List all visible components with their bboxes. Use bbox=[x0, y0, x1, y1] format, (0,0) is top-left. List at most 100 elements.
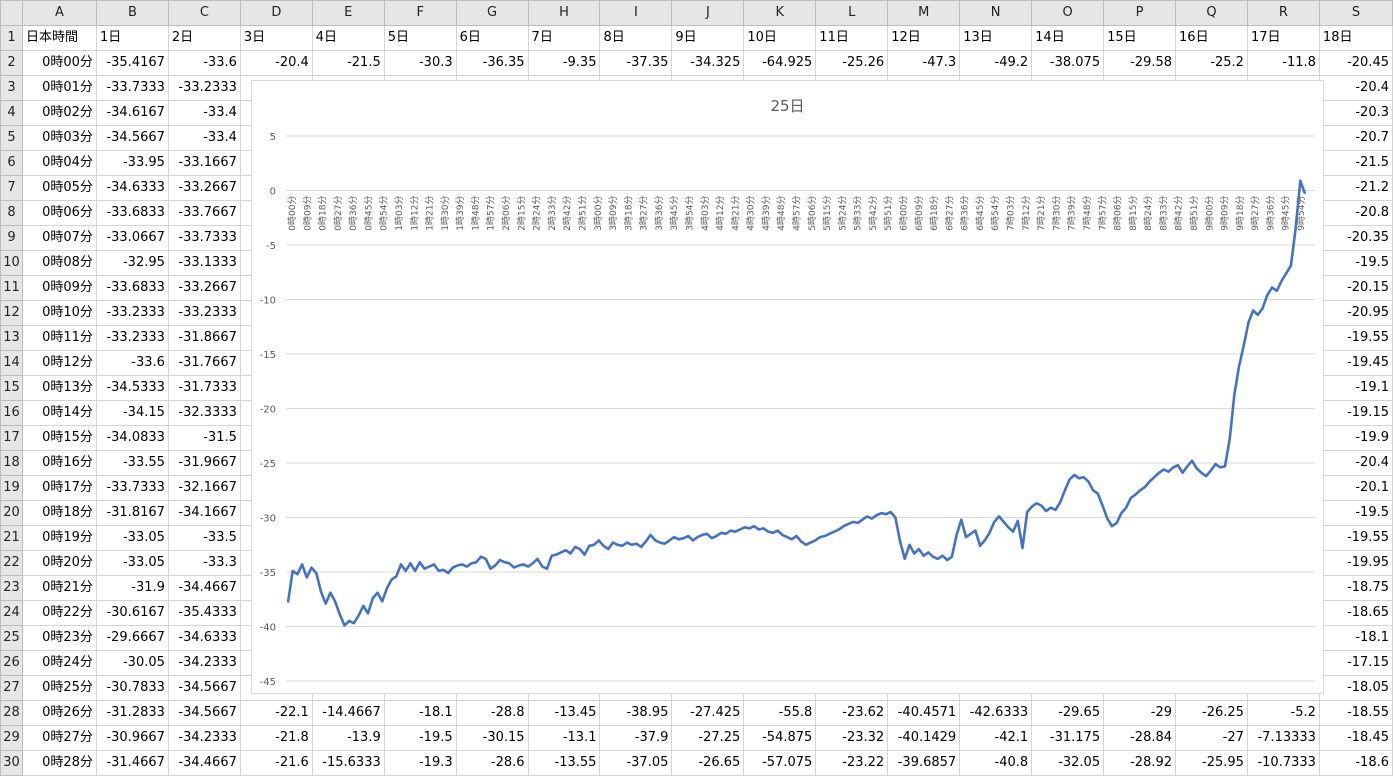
value-cell[interactable]: -49.2 bbox=[959, 50, 1033, 76]
value-cell[interactable]: -34.6167 bbox=[95, 100, 169, 126]
value-cell[interactable]: -23.32 bbox=[815, 725, 889, 751]
column-header-e[interactable]: E bbox=[311, 0, 385, 26]
value-cell[interactable]: -30.15 bbox=[455, 725, 529, 751]
value-cell[interactable]: -13.55 bbox=[527, 750, 601, 776]
value-cell[interactable]: -34.325 bbox=[671, 50, 745, 76]
value-cell[interactable]: -54.875 bbox=[743, 725, 817, 751]
value-cell[interactable]: -18.1 bbox=[1318, 625, 1393, 651]
value-cell[interactable]: -34.2333 bbox=[167, 650, 241, 676]
value-cell[interactable]: -36.35 bbox=[455, 50, 529, 76]
value-cell[interactable]: -33.1667 bbox=[167, 150, 241, 176]
row-header[interactable]: 16 bbox=[0, 400, 23, 426]
value-cell[interactable]: -21.8 bbox=[239, 725, 313, 751]
header-cell[interactable]: 7日 bbox=[527, 25, 601, 51]
value-cell[interactable]: -33.05 bbox=[95, 525, 169, 551]
value-cell[interactable]: -27.25 bbox=[671, 725, 745, 751]
value-cell[interactable]: -21.5 bbox=[311, 50, 385, 76]
select-all-corner[interactable] bbox=[0, 0, 23, 26]
value-cell[interactable]: -34.6333 bbox=[167, 625, 241, 651]
value-cell[interactable]: -20.1 bbox=[1318, 475, 1393, 501]
value-cell[interactable]: -33.6 bbox=[95, 350, 169, 376]
row-header[interactable]: 6 bbox=[0, 150, 23, 176]
value-cell[interactable]: -13.9 bbox=[311, 725, 385, 751]
column-header-i[interactable]: I bbox=[599, 0, 673, 26]
row-header[interactable]: 27 bbox=[0, 675, 23, 701]
value-cell[interactable]: -64.925 bbox=[743, 50, 817, 76]
header-cell[interactable]: 10日 bbox=[743, 25, 817, 51]
row-header[interactable]: 20 bbox=[0, 500, 23, 526]
value-cell[interactable]: -34.1667 bbox=[167, 500, 241, 526]
row-header[interactable]: 26 bbox=[0, 650, 23, 676]
column-header-b[interactable]: B bbox=[95, 0, 169, 26]
column-header-m[interactable]: M bbox=[887, 0, 961, 26]
header-cell[interactable]: 2日 bbox=[167, 25, 241, 51]
value-cell[interactable]: -30.6167 bbox=[95, 600, 169, 626]
column-header-h[interactable]: H bbox=[527, 0, 601, 26]
time-cell[interactable]: 0時04分 bbox=[21, 150, 97, 176]
column-header-a[interactable]: A bbox=[21, 0, 97, 26]
value-cell[interactable]: -20.4 bbox=[1318, 75, 1393, 101]
value-cell[interactable]: -19.15 bbox=[1318, 400, 1393, 426]
value-cell[interactable]: -33.7333 bbox=[95, 75, 169, 101]
value-cell[interactable]: -31.175 bbox=[1031, 725, 1105, 751]
value-cell[interactable]: -40.4571 bbox=[887, 700, 961, 726]
time-cell[interactable]: 0時05分 bbox=[21, 175, 97, 201]
column-header-o[interactable]: O bbox=[1031, 0, 1105, 26]
value-cell[interactable]: -33.4 bbox=[167, 125, 241, 151]
value-cell[interactable]: -30.05 bbox=[95, 650, 169, 676]
header-cell[interactable]: 9日 bbox=[671, 25, 745, 51]
value-cell[interactable]: -26.65 bbox=[671, 750, 745, 776]
value-cell[interactable]: -32.3333 bbox=[167, 400, 241, 426]
row-header[interactable]: 22 bbox=[0, 550, 23, 576]
value-cell[interactable]: -32.95 bbox=[95, 250, 169, 276]
value-cell[interactable]: -29.65 bbox=[1031, 700, 1105, 726]
line-chart[interactable]: 25日 5 0 -5 -10 -15 -20 -25 -30 -35 -40 -45 0時00分 0時0… bbox=[251, 80, 1324, 694]
row-header[interactable]: 15 bbox=[0, 375, 23, 401]
value-cell[interactable]: -25.26 bbox=[815, 50, 889, 76]
header-cell[interactable]: 13日 bbox=[959, 25, 1033, 51]
value-cell[interactable]: -28.6 bbox=[455, 750, 529, 776]
value-cell[interactable]: -34.4667 bbox=[167, 575, 241, 601]
value-cell[interactable]: -18.1 bbox=[383, 700, 457, 726]
value-cell[interactable]: -34.6333 bbox=[95, 175, 169, 201]
time-cell[interactable]: 0時08分 bbox=[21, 250, 97, 276]
value-cell[interactable]: -19.5 bbox=[1318, 500, 1393, 526]
value-cell[interactable]: -57.075 bbox=[743, 750, 817, 776]
time-cell[interactable]: 0時22分 bbox=[21, 600, 97, 626]
value-cell[interactable]: -37.9 bbox=[599, 725, 673, 751]
value-cell[interactable]: -38.95 bbox=[599, 700, 673, 726]
time-cell[interactable]: 0時20分 bbox=[21, 550, 97, 576]
row-header[interactable]: 1 bbox=[0, 25, 23, 51]
column-header-j[interactable]: J bbox=[671, 0, 745, 26]
column-header-s[interactable]: S bbox=[1318, 0, 1393, 26]
row-header[interactable]: 12 bbox=[0, 300, 23, 326]
value-cell[interactable]: -18.55 bbox=[1318, 700, 1393, 726]
value-cell[interactable]: -27.425 bbox=[671, 700, 745, 726]
value-cell[interactable]: -33.4 bbox=[167, 100, 241, 126]
value-cell[interactable]: -32.1667 bbox=[167, 475, 241, 501]
value-cell[interactable]: -34.0833 bbox=[95, 425, 169, 451]
column-header-r[interactable]: R bbox=[1246, 0, 1320, 26]
value-cell[interactable]: -23.22 bbox=[815, 750, 889, 776]
time-cell[interactable]: 0時16分 bbox=[21, 450, 97, 476]
value-cell[interactable]: -32.05 bbox=[1031, 750, 1105, 776]
value-cell[interactable]: -34.5667 bbox=[95, 125, 169, 151]
column-header-d[interactable]: D bbox=[239, 0, 313, 26]
value-cell[interactable]: -47.3 bbox=[887, 50, 961, 76]
value-cell[interactable]: -33.2667 bbox=[167, 275, 241, 301]
value-cell[interactable]: -31.8167 bbox=[95, 500, 169, 526]
value-cell[interactable]: -29.6667 bbox=[95, 625, 169, 651]
value-cell[interactable]: -15.6333 bbox=[311, 750, 385, 776]
value-cell[interactable]: -55.8 bbox=[743, 700, 817, 726]
value-cell[interactable]: -31.4667 bbox=[95, 750, 169, 776]
time-cell[interactable]: 0時21分 bbox=[21, 575, 97, 601]
column-header-g[interactable]: G bbox=[455, 0, 529, 26]
value-cell[interactable]: -17.15 bbox=[1318, 650, 1393, 676]
value-cell[interactable]: -25.95 bbox=[1175, 750, 1248, 776]
value-cell[interactable]: -26.25 bbox=[1175, 700, 1248, 726]
time-cell[interactable]: 0時12分 bbox=[21, 350, 97, 376]
value-cell[interactable]: -25.2 bbox=[1175, 50, 1248, 76]
row-header[interactable]: 18 bbox=[0, 450, 23, 476]
row-header[interactable]: 2 bbox=[0, 50, 23, 76]
value-cell[interactable]: -30.9667 bbox=[95, 725, 169, 751]
